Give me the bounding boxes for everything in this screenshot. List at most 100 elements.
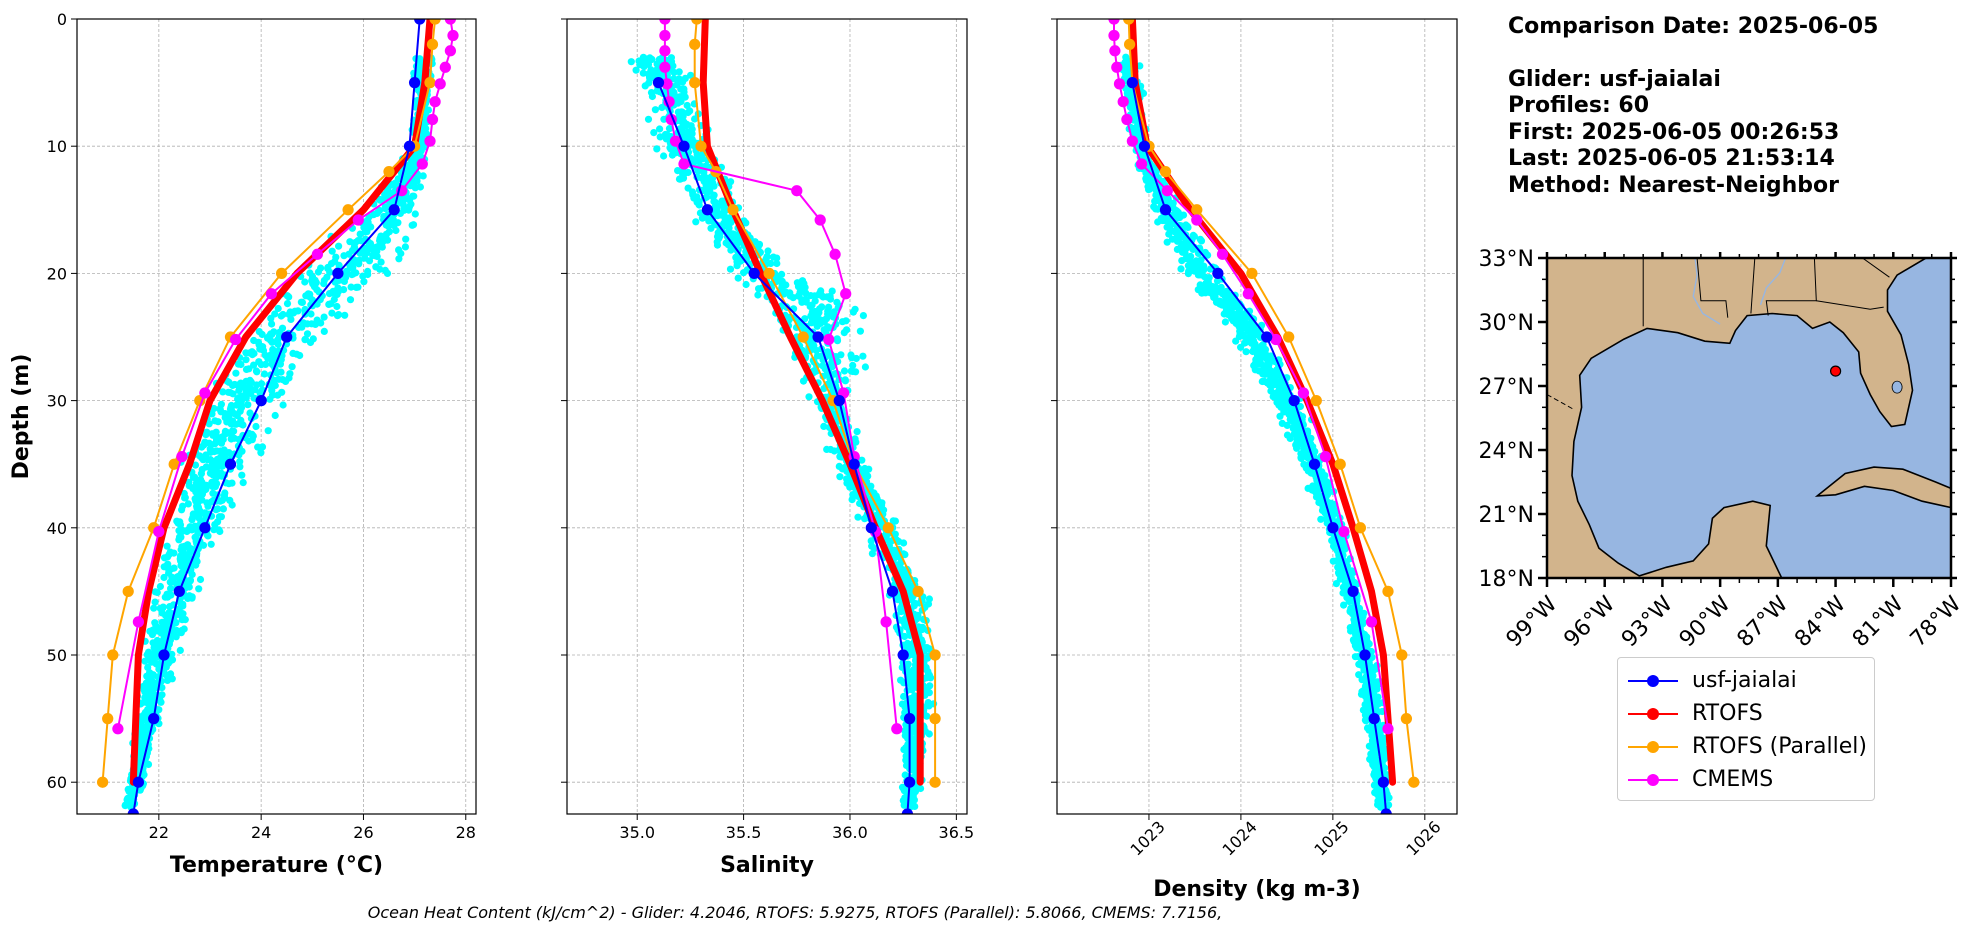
scatter-point [833, 298, 841, 306]
scatter-point [365, 242, 373, 250]
scatter-point [1312, 493, 1321, 501]
scatter-point [285, 293, 293, 301]
series-marker [408, 76, 421, 89]
glider-name: Glider: usf-jaialai [1508, 66, 1721, 92]
scatter-point [268, 320, 276, 328]
y-tick-label: 40 [47, 519, 67, 538]
scatter-point [317, 264, 325, 272]
scatter-point [1249, 347, 1257, 356]
scatter-point [194, 512, 202, 520]
scatter-point [142, 688, 150, 696]
scatter-point [645, 55, 653, 64]
scatter-point [238, 471, 246, 479]
scatter-point [1222, 298, 1230, 306]
river [1759, 258, 1787, 306]
scatter-point [675, 175, 684, 183]
lake [1891, 380, 1903, 394]
scatter-point [173, 626, 181, 635]
series-marker [659, 45, 671, 57]
scatter-point [307, 310, 315, 318]
scatter-point [1349, 636, 1357, 644]
scatter-point [639, 69, 647, 77]
scatter-point [274, 304, 282, 313]
series-marker [652, 76, 665, 89]
scatter-point [147, 658, 155, 666]
scatter-point [274, 391, 282, 399]
series-marker [429, 96, 441, 108]
scatter-point [227, 401, 235, 410]
scatter-point [231, 380, 239, 389]
scatter-point [754, 291, 762, 299]
lat-tick-label: 30°N [1479, 311, 1534, 336]
scatter-point [216, 497, 224, 505]
scatter-point [742, 219, 750, 227]
scatter-point [178, 616, 186, 624]
scatter-point [1261, 364, 1269, 372]
scatter-point [773, 254, 781, 262]
series-cmems [112, 19, 459, 735]
series-marker [424, 135, 436, 147]
x-axis-label: Salinity [720, 853, 814, 878]
scatter-point [1339, 537, 1347, 546]
scatter-point [1196, 271, 1204, 279]
series-marker [444, 19, 457, 25]
scatter-point [854, 513, 862, 521]
series-marker [691, 19, 703, 25]
map-frame [1545, 256, 1953, 580]
scatter-point [176, 646, 184, 655]
scatter-point [138, 715, 146, 723]
scatter-point [326, 268, 334, 276]
glider-scatter [1116, 53, 1394, 812]
scatter-point [277, 368, 285, 376]
series-marker [678, 158, 690, 170]
series-marker [1338, 525, 1350, 538]
scatter-point [242, 365, 251, 373]
scatter-point [1169, 199, 1177, 207]
scatter-point [313, 286, 321, 294]
scatter-point [160, 573, 168, 582]
series-marker [173, 585, 185, 598]
scatter-point [417, 147, 425, 155]
scatter-point [692, 157, 700, 165]
series-marker [1261, 331, 1273, 343]
scatter-point [297, 298, 305, 306]
x-tick-label: 1023 [1127, 817, 1169, 859]
scatter-point [644, 115, 653, 123]
scatter-point [907, 648, 915, 656]
series-marker [1138, 140, 1151, 152]
series-marker [444, 45, 457, 57]
series-usf-jaialai [127, 19, 426, 814]
series-marker [661, 78, 673, 90]
scatter-point [185, 583, 193, 591]
series-marker [901, 808, 914, 814]
scatter-point [392, 226, 400, 235]
scatter-point [1177, 233, 1185, 242]
scatter-point [216, 406, 224, 414]
scatter-point [840, 329, 848, 337]
scatter-point [858, 456, 866, 464]
series-marker [1246, 267, 1258, 280]
series-marker [439, 61, 451, 73]
scatter-point [196, 575, 205, 584]
scatter-point [898, 700, 907, 708]
scatter-point [401, 243, 409, 251]
scatter-point [296, 323, 304, 331]
scatter-point [408, 221, 416, 229]
scatter-point [900, 787, 909, 795]
scatter-point [331, 257, 339, 265]
scatter-point [402, 235, 410, 243]
scatter-point [849, 361, 857, 369]
series-marker [1111, 61, 1123, 73]
scatter-point [199, 541, 208, 549]
series-marker [1117, 96, 1129, 108]
series-marker [414, 19, 426, 25]
scatter-point [740, 269, 748, 277]
series-marker [1380, 808, 1392, 814]
info-panel: Comparison Date: 2025-06-05 Glider: usf-… [1508, 14, 1878, 199]
scatter-point [859, 312, 868, 320]
scatter-point [213, 447, 221, 455]
scatter-point [184, 500, 192, 508]
scatter-point [335, 242, 343, 250]
scatter-point [889, 517, 897, 525]
series-marker [814, 214, 826, 226]
